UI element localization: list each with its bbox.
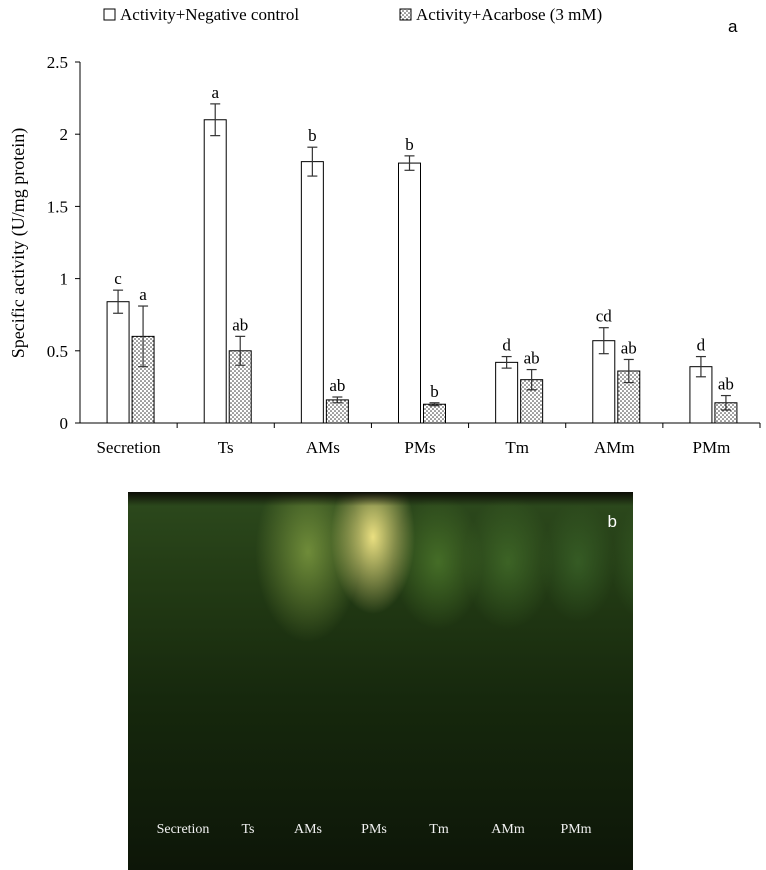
panel-label-a: a <box>728 17 738 36</box>
x-tick-label: Secretion <box>96 438 161 457</box>
gel-lane-label-ts: Ts <box>241 822 255 837</box>
significance-label: b <box>430 382 439 401</box>
x-tick-label: AMs <box>306 438 340 457</box>
y-tick-label: 1 <box>60 270 69 289</box>
bar-chart: Activity+Negative control Activity+Acarb… <box>8 5 761 457</box>
x-tick-label: Ts <box>218 438 234 457</box>
significance-label: d <box>697 336 706 355</box>
gel-lane-label-amm: AMm <box>491 822 525 837</box>
y-tick-label: 1.5 <box>47 197 68 216</box>
gel-top-edge <box>128 492 633 506</box>
significance-label: ab <box>232 315 248 334</box>
y-axis: 0 0.5 1 1.5 2 2.5 <box>47 53 81 433</box>
legend-swatch-acarbose <box>399 8 412 21</box>
significance-label: ab <box>524 349 540 368</box>
gel-image: b Secretion Ts AMs PMs Tm AMm PMm <box>128 492 633 870</box>
legend: Activity+Negative control Activity+Acarb… <box>103 5 602 24</box>
x-axis: Secretion Ts AMs PMs Tm AMm PMm <box>80 422 761 457</box>
y-tick-label: 0.5 <box>47 342 68 361</box>
panel-label-b: b <box>607 512 617 531</box>
bar <box>423 403 446 424</box>
significance-label: a <box>139 285 147 304</box>
bar <box>203 119 227 424</box>
y-tick-label: 2 <box>60 125 69 144</box>
significance-label: d <box>502 336 511 355</box>
bar <box>106 301 130 424</box>
significance-label: ab <box>718 375 734 394</box>
bar <box>300 161 324 424</box>
x-tick-label: AMm <box>594 438 635 457</box>
legend-swatch-negative-control <box>103 8 116 21</box>
significance-label: c <box>114 269 122 288</box>
y-tick-label: 0 <box>60 414 69 433</box>
significance-label: ab <box>621 338 637 357</box>
x-tick-label: PMm <box>693 438 731 457</box>
bar <box>495 361 519 424</box>
y-axis-label: Specific activity (U/mg protein) <box>8 128 29 358</box>
gel-lane-label-ams: AMs <box>293 822 323 837</box>
gel-lane-label-pms: PMs <box>361 822 387 837</box>
significance-label: b <box>405 135 414 154</box>
bar <box>398 162 421 424</box>
legend-label-negative-control: Activity+Negative control <box>120 5 299 24</box>
x-tick-label: PMs <box>404 438 435 457</box>
significance-label: ab <box>329 376 345 395</box>
gel-lane-label-secretion: Secretion <box>156 822 210 837</box>
significance-label: b <box>308 126 317 145</box>
y-tick-label: 2.5 <box>47 53 68 72</box>
significance-label: a <box>211 83 219 102</box>
significance-label: cd <box>596 307 613 326</box>
gel-lane-label-pmm: PMm <box>560 822 592 837</box>
x-tick-label: Tm <box>505 438 529 457</box>
legend-label-acarbose: Activity+Acarbose (3 mM) <box>416 5 602 24</box>
gel-lane-label-tm: Tm <box>429 822 449 837</box>
